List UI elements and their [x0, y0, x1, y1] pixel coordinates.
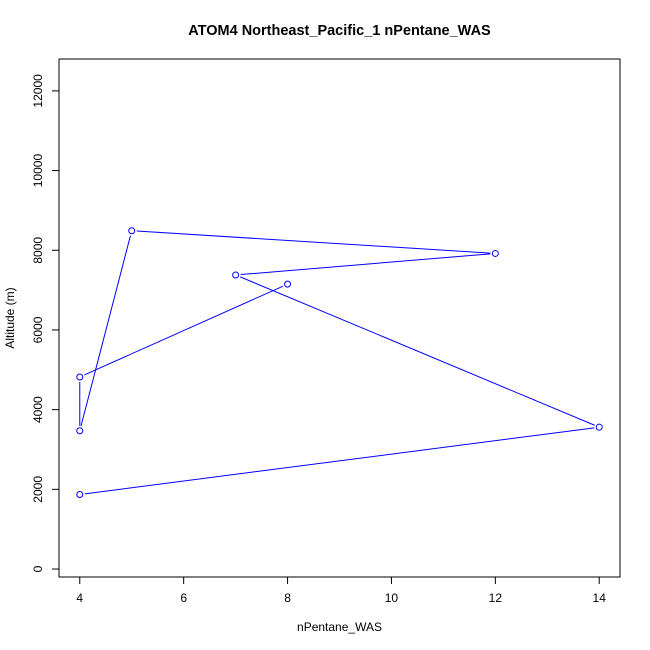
data-point — [595, 423, 603, 431]
x-tick-label: 8 — [284, 591, 291, 605]
data-point — [76, 427, 84, 435]
data-point — [76, 491, 84, 499]
y-tick-label: 12000 — [31, 74, 45, 108]
y-tick-label: 2000 — [31, 476, 45, 503]
data-point — [232, 271, 240, 279]
x-axis-label: nPentane_WAS — [297, 620, 382, 634]
data-point — [76, 373, 84, 381]
data-series — [76, 227, 603, 499]
x-tick-label: 10 — [385, 591, 399, 605]
chart-title: ATOM4 Northeast_Pacific_1 nPentane_WAS — [188, 23, 491, 39]
y-tick-label: 4000 — [31, 396, 45, 423]
y-tick-label: 0 — [31, 565, 45, 572]
series-line-segment — [84, 427, 595, 495]
series-line-segment — [240, 253, 491, 276]
series-line-segment — [84, 285, 284, 376]
series-line-segment — [80, 235, 131, 427]
x-axis: 4 6 8 10 12 14 — [76, 576, 607, 605]
y-axis-label: Altitude (m) — [3, 287, 17, 348]
y-tick-label: 10000 — [31, 154, 45, 188]
x-tick-label: 6 — [180, 591, 187, 605]
x-tick-label: 12 — [489, 591, 503, 605]
x-tick-label: 14 — [593, 591, 607, 605]
data-point — [491, 249, 499, 257]
series-line-segment — [240, 276, 595, 426]
series-line-segment — [136, 230, 491, 254]
x-tick-label: 4 — [76, 591, 83, 605]
data-point — [128, 227, 136, 235]
y-tick-label: 8000 — [31, 237, 45, 264]
data-point — [284, 280, 292, 288]
y-axis: 0 2000 4000 6000 8000 10000 12000 — [31, 74, 60, 572]
y-tick-label: 6000 — [31, 316, 45, 343]
